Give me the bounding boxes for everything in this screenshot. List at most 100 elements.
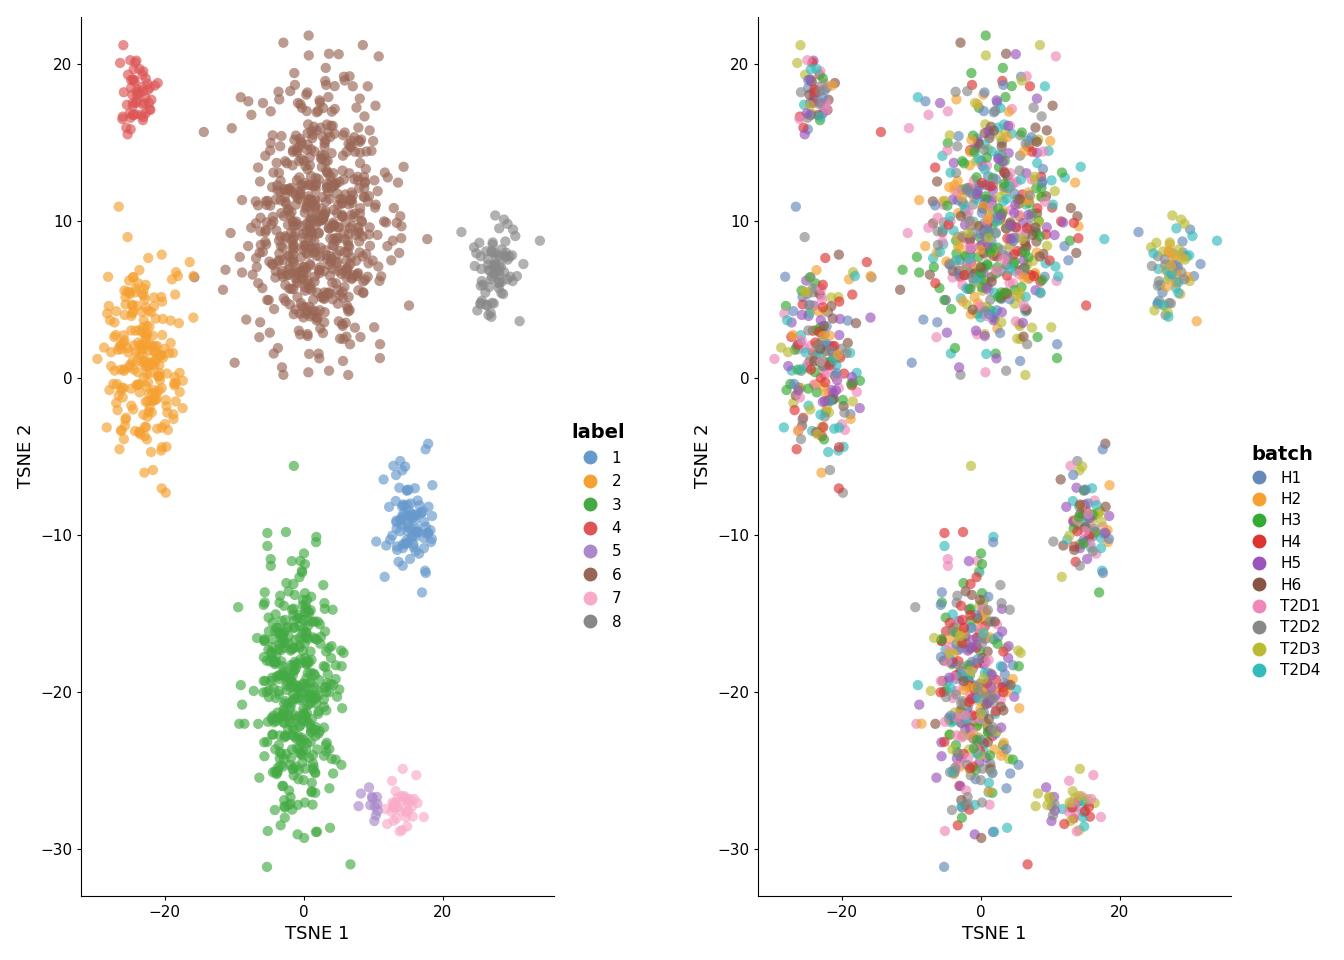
Point — [1058, 252, 1079, 268]
Point — [163, 411, 184, 426]
Point — [1027, 134, 1048, 150]
Point — [298, 689, 320, 705]
Point — [296, 260, 317, 276]
Point — [249, 174, 270, 189]
Point — [274, 612, 296, 628]
Point — [413, 540, 434, 556]
Point — [316, 684, 337, 700]
Point — [280, 183, 301, 199]
Point — [966, 326, 988, 342]
Point — [470, 249, 492, 264]
Point — [309, 321, 331, 336]
Point — [948, 708, 969, 724]
Point — [986, 262, 1008, 277]
Point — [808, 337, 829, 352]
Point — [152, 440, 173, 455]
Point — [271, 659, 293, 674]
Point — [968, 270, 989, 285]
Point — [809, 63, 831, 79]
Point — [914, 238, 935, 253]
Point — [142, 393, 164, 408]
Point — [316, 248, 337, 263]
Point — [258, 624, 280, 639]
Point — [794, 284, 816, 300]
Point — [1015, 234, 1036, 250]
Point — [802, 285, 824, 300]
Point — [388, 824, 410, 839]
Point — [957, 226, 978, 241]
Point — [1098, 531, 1120, 546]
Point — [300, 211, 321, 227]
Point — [953, 230, 974, 246]
Point — [1059, 801, 1081, 816]
Point — [1000, 165, 1021, 180]
Point — [152, 311, 173, 326]
Point — [1171, 212, 1192, 228]
Point — [982, 179, 1004, 194]
Point — [800, 72, 821, 87]
Point — [403, 537, 425, 552]
Point — [1146, 295, 1168, 310]
Point — [968, 713, 989, 729]
Point — [812, 337, 833, 352]
Point — [145, 386, 167, 401]
Point — [985, 687, 1007, 703]
Point — [980, 722, 1001, 737]
Point — [1145, 235, 1167, 251]
Point — [814, 394, 836, 409]
Point — [977, 142, 999, 157]
Point — [317, 166, 339, 181]
Point — [278, 702, 300, 717]
Point — [274, 693, 296, 708]
Point — [241, 108, 262, 123]
Point — [773, 420, 794, 435]
Point — [942, 263, 964, 278]
Point — [954, 249, 976, 264]
Point — [151, 481, 172, 496]
Point — [340, 132, 362, 148]
Point — [984, 614, 1005, 630]
Point — [958, 157, 980, 173]
Point — [970, 154, 992, 169]
Point — [284, 662, 305, 678]
Point — [1082, 507, 1103, 522]
Point — [964, 274, 985, 289]
Point — [954, 696, 976, 711]
Point — [954, 202, 976, 217]
Point — [271, 263, 293, 278]
Point — [298, 280, 320, 296]
Point — [956, 281, 977, 297]
Point — [1074, 535, 1095, 550]
Point — [136, 420, 157, 435]
Point — [996, 741, 1017, 756]
Point — [978, 196, 1000, 211]
Point — [120, 360, 141, 375]
Point — [985, 104, 1007, 119]
Point — [282, 640, 304, 656]
Point — [396, 535, 418, 550]
Point — [297, 137, 319, 153]
Point — [313, 577, 335, 592]
Point — [1165, 267, 1187, 282]
Point — [942, 270, 964, 285]
Point — [263, 301, 285, 317]
Point — [982, 105, 1004, 120]
Point — [1159, 269, 1180, 284]
Point — [997, 169, 1019, 184]
Point — [1073, 507, 1094, 522]
Point — [384, 493, 406, 509]
Point — [1046, 49, 1067, 64]
Point — [137, 83, 159, 98]
Point — [470, 261, 492, 276]
Point — [954, 636, 976, 651]
Point — [1009, 645, 1031, 660]
Point — [781, 329, 802, 345]
Point — [317, 125, 339, 140]
Point — [991, 139, 1012, 155]
Point — [938, 256, 960, 272]
Point — [986, 259, 1008, 275]
Point — [1044, 797, 1066, 812]
Point — [161, 272, 183, 287]
Point — [278, 636, 300, 651]
Point — [259, 104, 281, 119]
